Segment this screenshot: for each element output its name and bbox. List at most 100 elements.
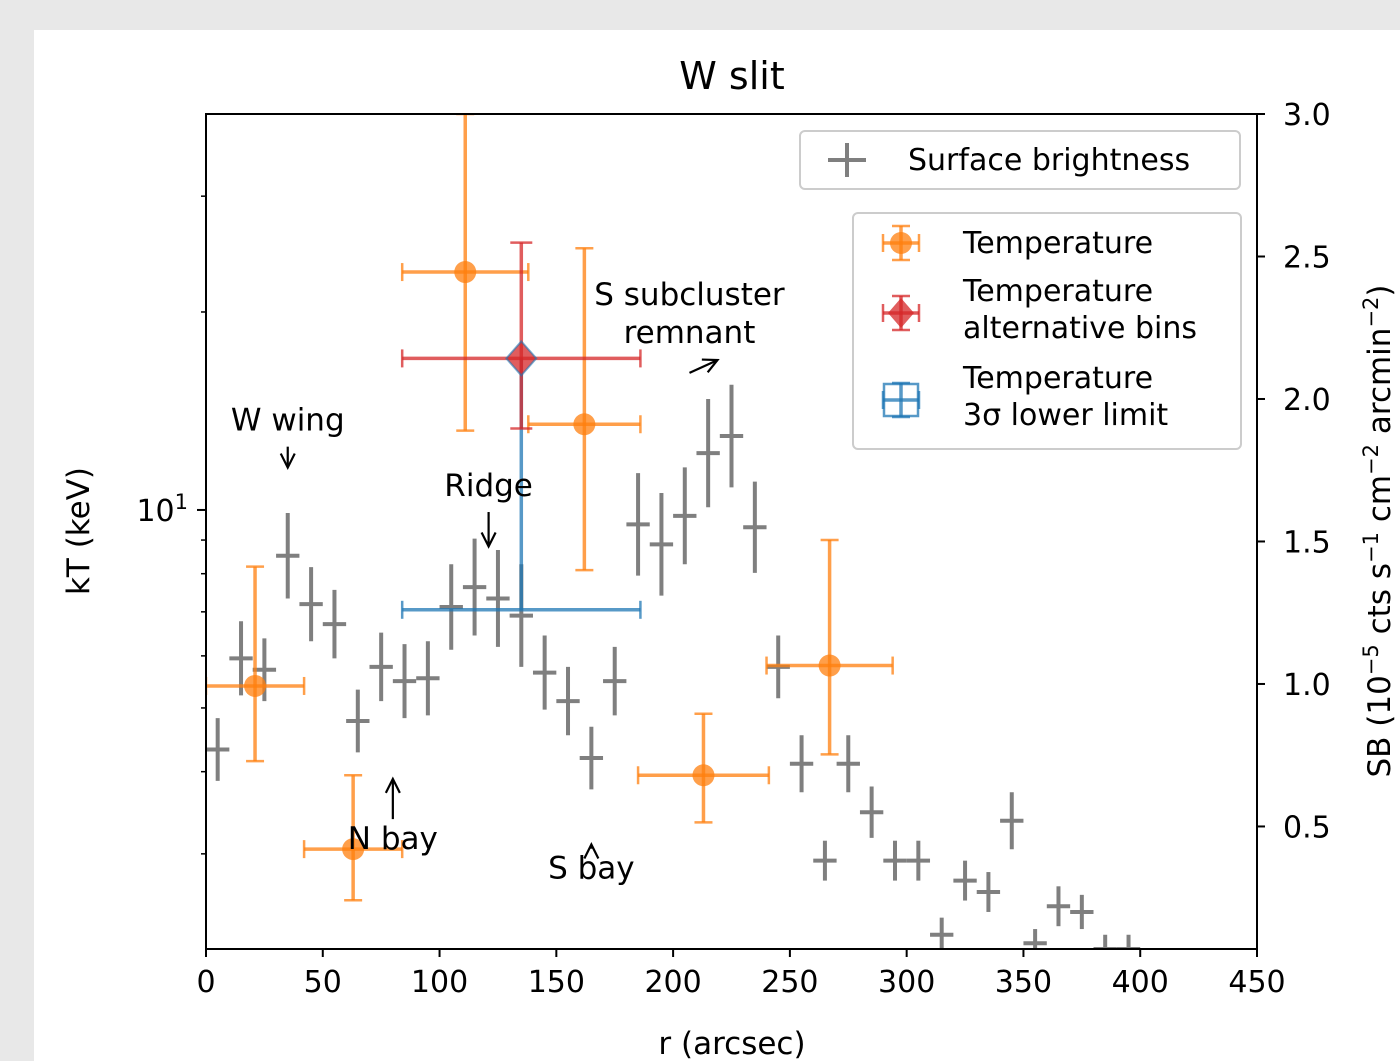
sb-point [532, 635, 557, 710]
y2-label-part: SB (10 [1362, 675, 1398, 777]
legend-entry: Temperature alternative bins [881, 274, 1197, 346]
y2-tick-label: 1.5 [1283, 525, 1331, 560]
y2-label-superscript: −2 [1359, 444, 1383, 475]
legend-label: Temperature [962, 226, 1153, 261]
y2-tick-label: 3.0 [1283, 98, 1331, 133]
annotation-arrow-head [384, 776, 401, 794]
annotation-arrow-head [480, 531, 497, 549]
sb-point [813, 840, 837, 881]
temperature-marker [818, 654, 841, 677]
x-tick-label: 350 [995, 965, 1052, 1000]
sb-point [276, 512, 300, 599]
x-tick-label: 50 [304, 965, 342, 1000]
legend-label-line: Temperature [962, 226, 1153, 261]
annotation-arrow-head [583, 842, 600, 859]
legend-label-line: Temperature [962, 274, 1153, 309]
temperature-marker [573, 413, 596, 436]
sb-point [859, 786, 884, 838]
sb-point [1116, 934, 1141, 949]
legend-sb-label: Surface brightness [908, 143, 1190, 178]
annotation-text: W wing [231, 403, 345, 439]
y2-label-superscript: −2 [1359, 297, 1383, 328]
temperature-point [527, 246, 642, 572]
legend-label-line: Temperature [962, 361, 1153, 396]
y2-tick-label: 0.5 [1283, 810, 1331, 845]
annotation: Ridge [444, 468, 533, 549]
x-tick-label: 0 [196, 965, 215, 1000]
sb-point [743, 481, 767, 573]
legend-surface-brightness: Surface brightness [799, 130, 1241, 190]
annotation-arrow-head [701, 358, 720, 373]
y2-tick-label: 1.0 [1283, 668, 1331, 703]
temperature-point [206, 565, 306, 763]
legend-box [799, 130, 1241, 190]
sb-point [1000, 792, 1024, 850]
annotation-line: S subcluster [594, 277, 785, 313]
legend-entry: Temperature [881, 224, 1153, 262]
annotation-text: Ridge [444, 468, 533, 504]
x-tick-label: 150 [528, 965, 585, 1000]
sb-point [299, 567, 323, 642]
sb-point [1093, 934, 1117, 949]
sb-point [206, 718, 230, 781]
sb-point [229, 621, 253, 696]
legend-box [852, 212, 1242, 450]
sb-point [1046, 886, 1071, 927]
y2-label-part: cm [1362, 475, 1398, 532]
annotation-arrow-head [279, 453, 296, 471]
temperature-point [636, 712, 771, 824]
plot-clip-group [206, 114, 1141, 949]
annotation-layer: W wing Ridge S subcluster remnant N bay S bay [231, 277, 785, 887]
x-tick-label: 400 [1112, 965, 1169, 1000]
sb-point [696, 398, 720, 508]
y2-label-superscript: −5 [1359, 644, 1383, 675]
y2-label-part: ) [1362, 284, 1398, 296]
annotation-line: N bay [348, 821, 438, 857]
y2-label-part: arcmin [1362, 328, 1398, 444]
sb-point [976, 872, 1001, 912]
y2-label-superscript: −1 [1359, 532, 1383, 563]
plot-frame [205, 113, 1258, 950]
altbins-point [400, 241, 642, 430]
annotation: N bay [348, 776, 438, 857]
annotation-line: Ridge [444, 468, 533, 504]
sb-point [392, 644, 417, 719]
x-tick-label: 300 [878, 965, 935, 1000]
legend-marker-box [882, 382, 920, 418]
legend-label-line: alternative bins [963, 311, 1197, 346]
legend-layer: Surface brightnessTemperatureTemperature… [799, 130, 1242, 450]
y2-axis-label: SB (10−5​ cts s−1​ cm−2​ arcmin−2​) [1359, 284, 1398, 777]
temperature-marker [454, 261, 477, 284]
axes-layer: 0 50 100 150 200 250 300 350 400 450 0.5 1.0 1.5 2.0 2… [136, 98, 1330, 1000]
sb-point [649, 493, 674, 596]
sb-point [369, 632, 393, 702]
altbins-marker [504, 339, 538, 377]
sb-point [626, 473, 650, 576]
legend-marker-circle [890, 232, 912, 254]
annotation-line: S bay [548, 851, 635, 887]
sb-point [930, 917, 954, 949]
y2-tick-label: 2.0 [1283, 383, 1331, 418]
legend-label: Temperature 3σ lower limit [962, 361, 1168, 433]
legend-marker-diamond [888, 298, 914, 328]
sb-point [883, 840, 907, 881]
annotation-line: W wing [231, 403, 345, 439]
temperature-marker [342, 838, 365, 861]
y2-label-part: cts s [1362, 563, 1398, 644]
x-axis-label: r (arcsec) [658, 1026, 805, 1061]
annotation: S subcluster remnant [594, 277, 785, 374]
y2-tick-label: 2.5 [1283, 240, 1331, 275]
sb-point [603, 646, 627, 716]
legend-label: Temperature alternative bins [962, 274, 1197, 346]
sb-point [346, 689, 370, 753]
sb-point [486, 550, 510, 647]
plot-data-layer [206, 114, 1141, 949]
x-tick-label: 250 [761, 965, 818, 1000]
temperature-marker [692, 764, 715, 787]
sb-point [1070, 894, 1094, 930]
sb-point [579, 726, 604, 790]
annotation-text: S bay [548, 851, 635, 887]
sb-point [1023, 929, 1047, 949]
